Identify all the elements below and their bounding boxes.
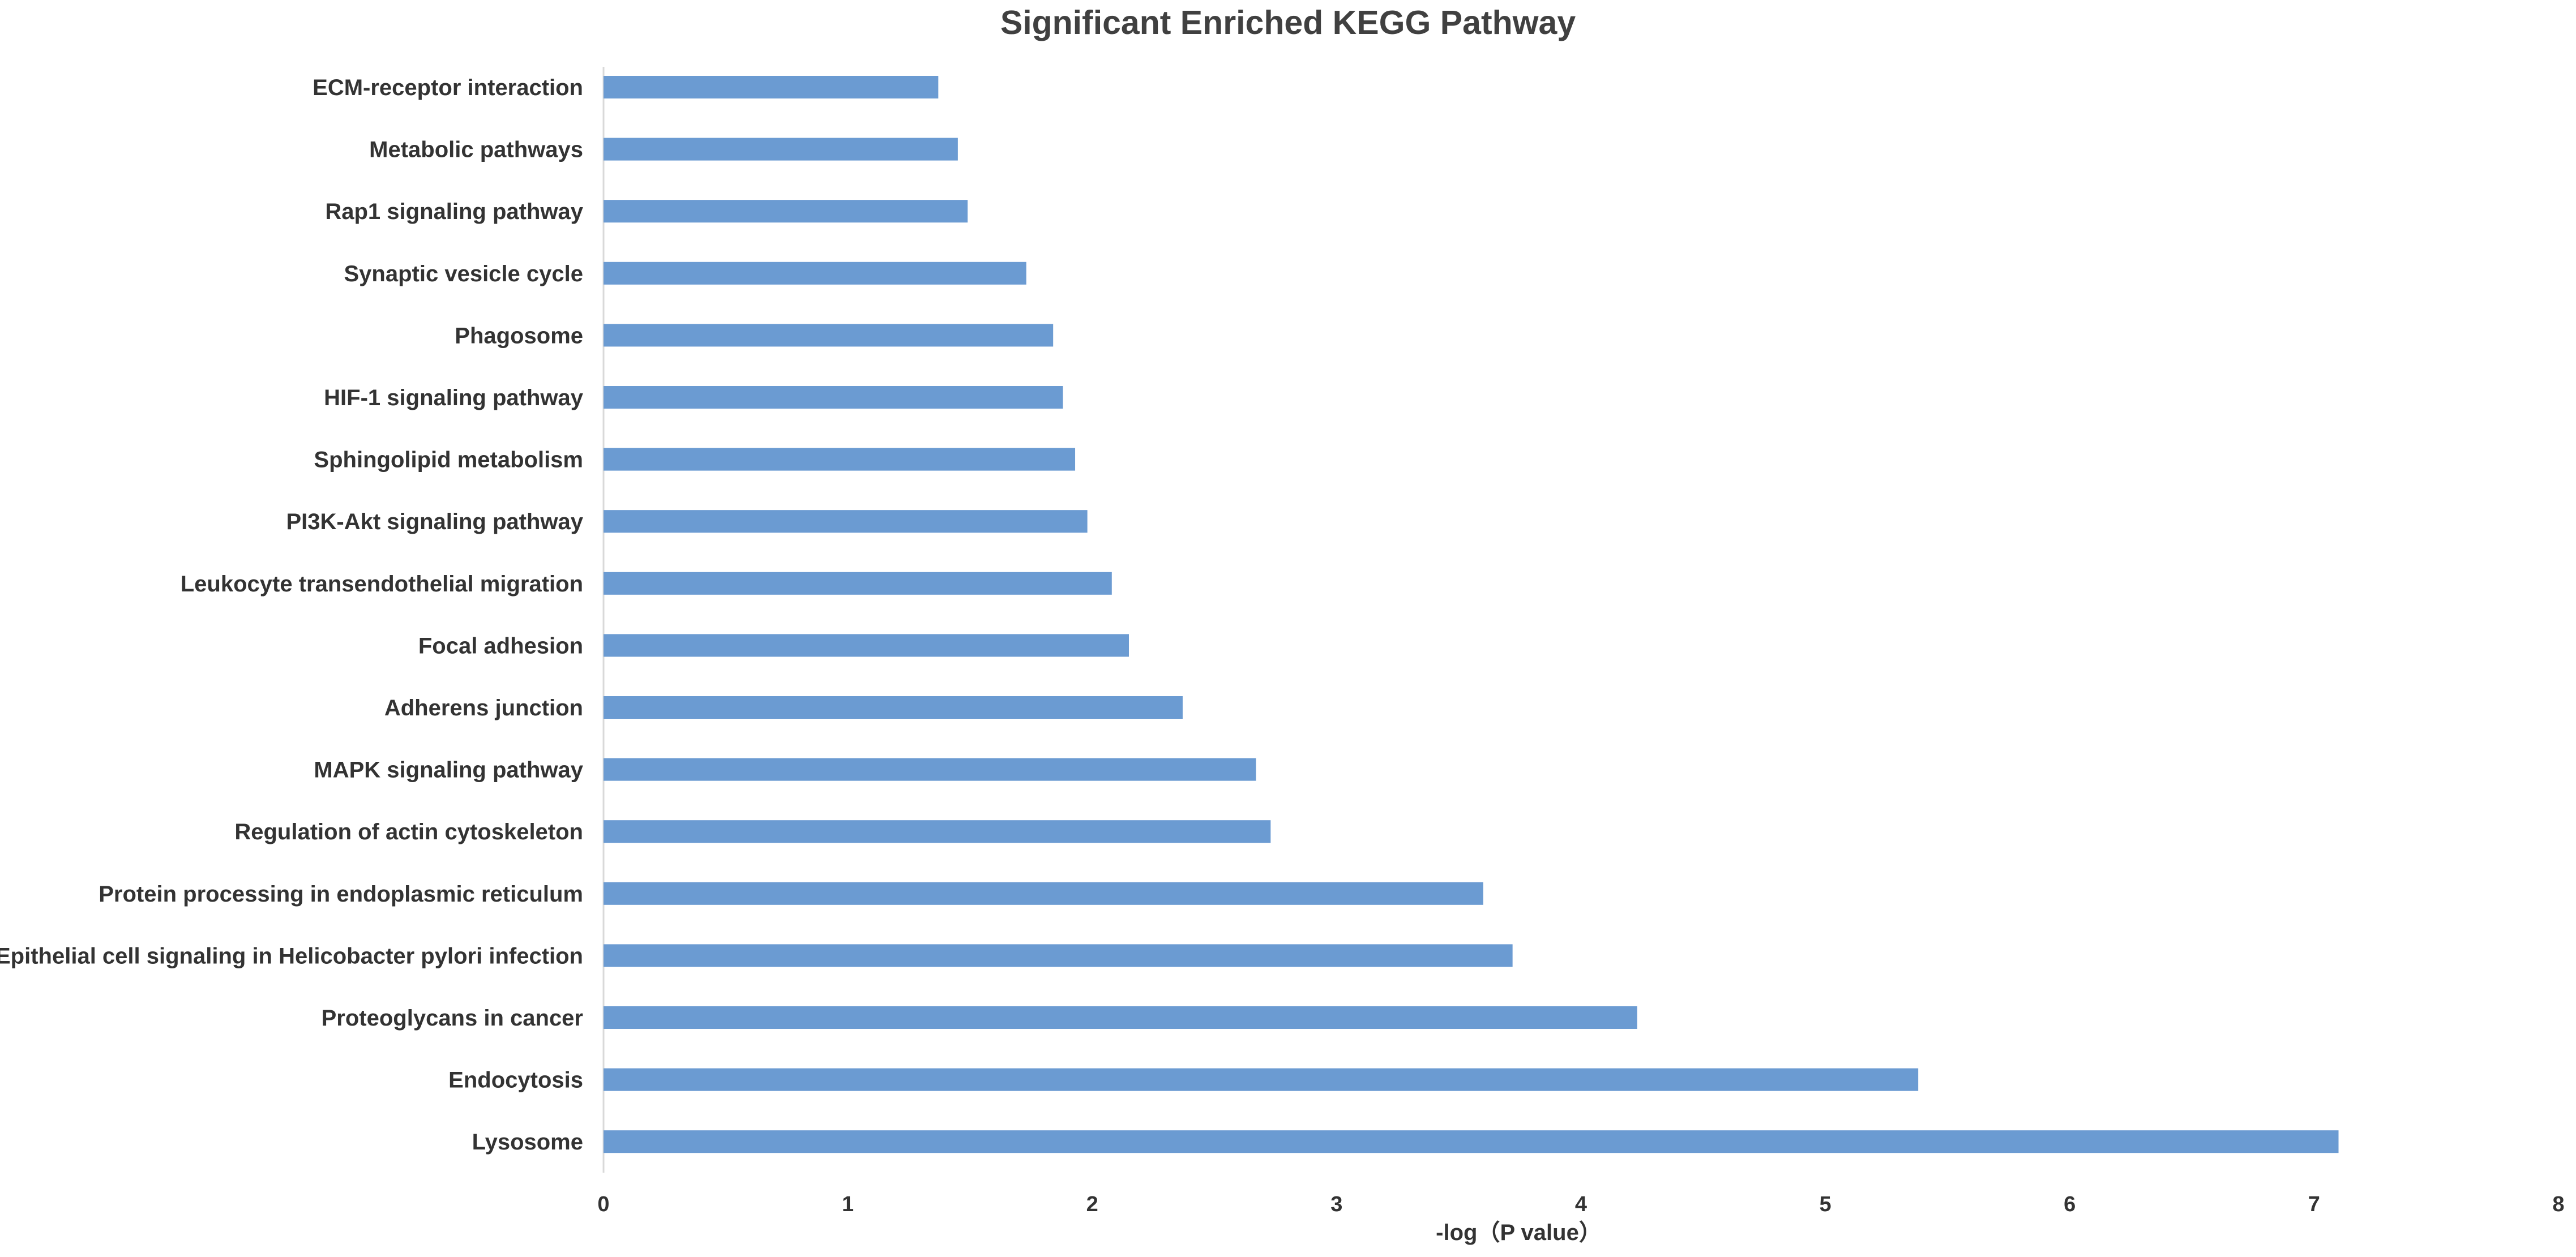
bar [604,758,1256,781]
x-tick-label: 2 [1086,1192,1098,1216]
category-label: Metabolic pathways [369,138,583,162]
x-tick-label: 6 [2064,1192,2076,1216]
category-label: Lysosome [472,1130,583,1155]
x-tick-label: 0 [597,1192,609,1216]
bar [604,386,1063,409]
bar [604,138,958,161]
category-label: MAPK signaling pathway [314,758,583,783]
category-label: Adherens junction [384,696,583,720]
bar [604,200,968,223]
category-label: Sphingolipid metabolism [314,448,583,473]
category-label: Phagosome [455,323,583,348]
category-label: Protein processing in endoplasmic reticu… [99,882,583,907]
x-tick-label: 5 [1820,1192,1832,1216]
category-label: Epithelial cell signaling in Helicobacte… [0,943,583,968]
bar [604,324,1054,347]
bar [604,261,1026,285]
bar [604,634,1129,657]
x-tick-label: 7 [2308,1192,2320,1216]
x-tick-labels: 0 1 2 3 4 5 6 7 8 [597,1192,2564,1216]
category-label: Endocytosis [448,1068,583,1093]
bar [604,944,1513,967]
bars-group [604,76,2339,1153]
category-label: Rap1 signaling pathway [325,199,583,224]
bar [604,76,939,98]
bar [604,1006,1637,1029]
x-tick-label: 1 [842,1192,854,1216]
category-labels: ECM-receptor interaction Metabolic pathwa… [0,75,584,1155]
bar [604,448,1076,471]
bar [604,572,1112,595]
bar [604,696,1183,719]
chart-title: Significant Enriched KEGG Pathway [1000,4,1576,41]
bar [604,882,1483,905]
category-label: PI3K-Akt signaling pathway [286,509,583,534]
bar [604,1130,2339,1153]
category-label: Focal adhesion [418,633,583,658]
bar [604,510,1088,533]
category-label: Regulation of actin cytoskeleton [234,820,583,844]
x-tick-label: 3 [1330,1192,1342,1216]
category-label: Synaptic vesicle cycle [344,261,584,286]
x-tick-label: 8 [2552,1192,2564,1216]
x-tick-label: 4 [1575,1192,1587,1216]
category-label: Proteoglycans in cancer [322,1006,583,1031]
category-label: ECM-receptor interaction [313,75,583,100]
bar [604,1068,1919,1091]
x-axis-title: -log（P value） [1436,1220,1602,1245]
category-label: HIF-1 signaling pathway [324,385,584,410]
category-label: Leukocyte transendothelial migration [181,572,583,597]
bar [604,820,1271,843]
